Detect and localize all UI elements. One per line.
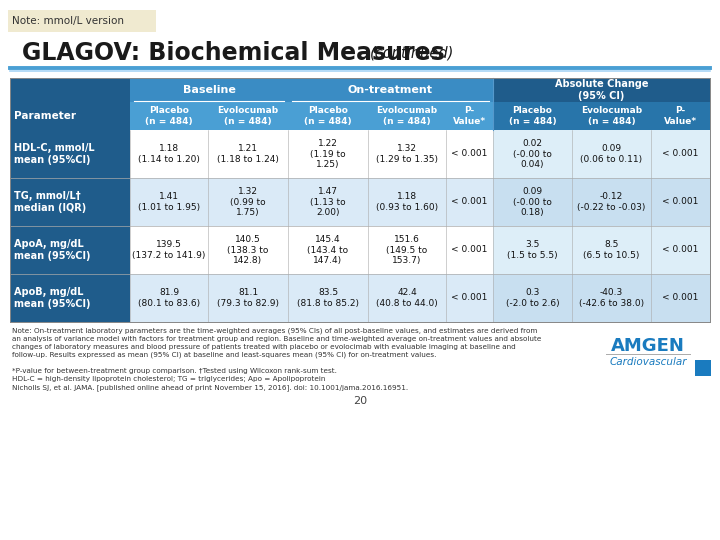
FancyBboxPatch shape: [8, 10, 156, 32]
Text: Absolute Change
(95% CI): Absolute Change (95% CI): [554, 79, 648, 101]
Text: 83.5
(81.8 to 85.2): 83.5 (81.8 to 85.2): [297, 288, 359, 308]
FancyBboxPatch shape: [493, 274, 710, 322]
Text: 1.41
(1.01 to 1.95): 1.41 (1.01 to 1.95): [138, 192, 200, 212]
Text: 8.5
(6.5 to 10.5): 8.5 (6.5 to 10.5): [583, 240, 639, 260]
Text: 139.5
(137.2 to 141.9): 139.5 (137.2 to 141.9): [132, 240, 206, 260]
Text: ApoA, mg/dL
mean (95%CI): ApoA, mg/dL mean (95%CI): [14, 239, 91, 261]
Text: 0.09
(-0.00 to
0.18): 0.09 (-0.00 to 0.18): [513, 187, 552, 217]
FancyBboxPatch shape: [10, 78, 130, 322]
FancyBboxPatch shape: [695, 360, 711, 376]
Text: 0.02
(-0.00 to
0.04): 0.02 (-0.00 to 0.04): [513, 139, 552, 169]
FancyBboxPatch shape: [10, 226, 130, 274]
FancyBboxPatch shape: [10, 274, 130, 322]
FancyBboxPatch shape: [288, 78, 493, 102]
FancyBboxPatch shape: [130, 178, 493, 226]
Text: P-
Value*: P- Value*: [453, 106, 486, 126]
Text: TG, mmol/L†
median (IQR): TG, mmol/L† median (IQR): [14, 191, 86, 213]
Text: 42.4
(40.8 to 44.0): 42.4 (40.8 to 44.0): [376, 288, 438, 308]
Text: 0.09
(0.06 to 0.11): 0.09 (0.06 to 0.11): [580, 144, 642, 164]
FancyBboxPatch shape: [130, 226, 493, 274]
Text: Nicholls SJ, et al. JAMA. [published online ahead of print November 15, 2016]. d: Nicholls SJ, et al. JAMA. [published onl…: [12, 384, 408, 391]
Text: AMGEN: AMGEN: [611, 337, 685, 355]
FancyBboxPatch shape: [10, 130, 130, 178]
Text: 1.21
(1.18 to 1.24): 1.21 (1.18 to 1.24): [217, 144, 279, 164]
FancyBboxPatch shape: [493, 102, 710, 130]
Text: 20: 20: [353, 396, 367, 406]
Text: On-treatment: On-treatment: [348, 85, 433, 95]
Text: an analysis of variance model with factors for treatment group and region. Basel: an analysis of variance model with facto…: [12, 336, 541, 342]
Text: 145.4
(143.4 to
147.4): 145.4 (143.4 to 147.4): [307, 235, 348, 265]
FancyBboxPatch shape: [130, 130, 493, 178]
Text: 140.5
(138.3 to
142.8): 140.5 (138.3 to 142.8): [228, 235, 269, 265]
Text: < 0.001: < 0.001: [662, 294, 698, 302]
Text: 81.9
(80.1 to 83.6): 81.9 (80.1 to 83.6): [138, 288, 200, 308]
FancyBboxPatch shape: [10, 78, 710, 322]
Text: Note: On-treatment laboratory parameters are the time-weighted averages (95% CIs: Note: On-treatment laboratory parameters…: [12, 328, 537, 334]
Text: (continued): (continued): [370, 45, 454, 60]
Text: < 0.001: < 0.001: [451, 246, 487, 254]
Text: 1.32
(1.29 to 1.35): 1.32 (1.29 to 1.35): [376, 144, 438, 164]
FancyBboxPatch shape: [493, 130, 710, 178]
FancyBboxPatch shape: [493, 226, 710, 274]
FancyBboxPatch shape: [493, 178, 710, 226]
FancyBboxPatch shape: [288, 102, 493, 130]
Text: Evolocumab
(n = 484): Evolocumab (n = 484): [581, 106, 642, 126]
Text: -40.3
(-42.6 to 38.0): -40.3 (-42.6 to 38.0): [579, 288, 644, 308]
Text: < 0.001: < 0.001: [451, 198, 487, 206]
Text: 1.18
(1.14 to 1.20): 1.18 (1.14 to 1.20): [138, 144, 200, 164]
Text: Note: mmol/L version: Note: mmol/L version: [12, 16, 124, 26]
FancyBboxPatch shape: [130, 102, 288, 130]
Text: 81.1
(79.3 to 82.9): 81.1 (79.3 to 82.9): [217, 288, 279, 308]
Text: Placebo
(n = 484): Placebo (n = 484): [304, 106, 352, 126]
Text: < 0.001: < 0.001: [451, 150, 487, 159]
Text: Parameter: Parameter: [14, 111, 76, 121]
FancyBboxPatch shape: [130, 78, 288, 102]
Text: < 0.001: < 0.001: [662, 198, 698, 206]
Text: follow-up. Results expressed as mean (95% CI) at baseline and least-squares mean: follow-up. Results expressed as mean (95…: [12, 352, 436, 359]
Text: 151.6
(149.5 to
153.7): 151.6 (149.5 to 153.7): [387, 235, 428, 265]
Text: HDL-C = high-density lipoprotein cholesterol; TG = triglycerides; Apo = Apolipop: HDL-C = high-density lipoprotein cholest…: [12, 376, 325, 382]
Text: P-
Value*: P- Value*: [664, 106, 697, 126]
Text: 3.5
(1.5 to 5.5): 3.5 (1.5 to 5.5): [507, 240, 558, 260]
Text: ApoB, mg/dL
mean (95%CI): ApoB, mg/dL mean (95%CI): [14, 287, 91, 309]
FancyBboxPatch shape: [10, 178, 130, 226]
Text: HDL-C, mmol/L
mean (95%CI): HDL-C, mmol/L mean (95%CI): [14, 143, 94, 165]
Text: < 0.001: < 0.001: [451, 294, 487, 302]
Text: Evolocumab
(n = 484): Evolocumab (n = 484): [217, 106, 279, 126]
Text: changes of laboratory measures and blood pressure of patients treated with place: changes of laboratory measures and blood…: [12, 344, 516, 350]
Text: 1.18
(0.93 to 1.60): 1.18 (0.93 to 1.60): [376, 192, 438, 212]
Text: < 0.001: < 0.001: [662, 150, 698, 159]
FancyBboxPatch shape: [130, 274, 493, 322]
Text: 1.47
(1.13 to
2.00): 1.47 (1.13 to 2.00): [310, 187, 346, 217]
Text: Baseline: Baseline: [183, 85, 235, 95]
Text: 1.22
(1.19 to
1.25): 1.22 (1.19 to 1.25): [310, 139, 346, 169]
Text: < 0.001: < 0.001: [662, 246, 698, 254]
Text: Placebo
(n = 484): Placebo (n = 484): [145, 106, 193, 126]
Text: GLAGOV: Biochemical Measures: GLAGOV: Biochemical Measures: [22, 41, 445, 65]
Text: -0.12
(-0.22 to -0.03): -0.12 (-0.22 to -0.03): [577, 192, 646, 212]
Text: *P-value for between-treatment group comparison. †Tested using Wilcoxon rank-sum: *P-value for between-treatment group com…: [12, 368, 337, 374]
Text: Cardiovascular: Cardiovascular: [609, 357, 687, 367]
Text: Placebo
(n = 484): Placebo (n = 484): [509, 106, 557, 126]
FancyBboxPatch shape: [493, 78, 710, 102]
Text: 1.32
(0.99 to
1.75): 1.32 (0.99 to 1.75): [230, 187, 266, 217]
Text: Evolocumab
(n = 484): Evolocumab (n = 484): [377, 106, 438, 126]
Text: 0.3
(-2.0 to 2.6): 0.3 (-2.0 to 2.6): [505, 288, 559, 308]
